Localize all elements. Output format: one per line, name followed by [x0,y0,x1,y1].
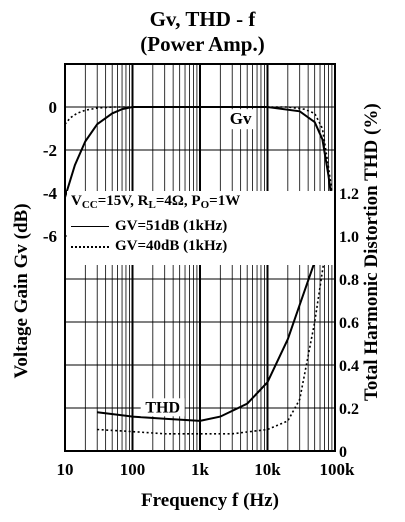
plot-frame [64,63,336,452]
y-right-tick-label: 0.6 [339,315,359,332]
x-tick-label: 100k [320,460,356,479]
y-right-tick-label: 0.2 [339,401,359,418]
annotation-background [226,109,255,130]
legend-entry: GV=51dB (1kHz) [71,218,227,235]
gain-curve-solid [64,106,336,226]
y-axis-right-label: Total Harmonic Distortion THD (%) [361,103,382,401]
x-axis-label: Frequency f (Hz) [141,490,279,511]
y-right-tick-label: 0 [339,444,347,461]
gain-curve-dotted [64,106,336,215]
legend-entry-label: GV=51dB (1kHz) [115,218,228,234]
y-left-tick-label: -4 [43,184,58,203]
y-right-tick-label: 1.0 [339,229,359,246]
x-tick-label: 10 [57,460,74,479]
annotation-background [140,398,185,417]
y-left-tick-label: -6 [43,227,57,246]
chart-subtitle: (Power Amp.) [140,32,265,56]
y-left-tick-label: 0 [49,98,58,117]
legend-swatch-dotted [71,245,109,248]
annotation-thd: THD [145,399,180,416]
y-right-tick-label: 0.4 [339,358,359,375]
chart-title: Gv, THD - f [149,7,256,31]
legend-conditions: VCC=15V, RL=4Ω, PO=1W [71,193,241,211]
legend-swatch-solid [71,226,109,227]
legend: VCC=15V, RL=4Ω, PO=1W GV=51dB (1kHz) GV=… [67,191,334,265]
annotation-gv: Gv [230,109,252,128]
legend-entry-label: GV=40dB (1kHz) [115,238,228,254]
x-tick-label: 1k [191,460,210,479]
y-right-tick-label: 0.8 [339,272,359,289]
legend-entry: GV=40dB (1kHz) [71,238,227,255]
x-tick-label: 100 [120,460,146,479]
y-left-tick-label: -2 [43,141,57,160]
x-tick-label: 10k [254,460,281,479]
y-right-tick-label: 1.2 [339,186,359,203]
y-axis-left-label: Voltage Gain Gv (dB) [11,203,32,379]
